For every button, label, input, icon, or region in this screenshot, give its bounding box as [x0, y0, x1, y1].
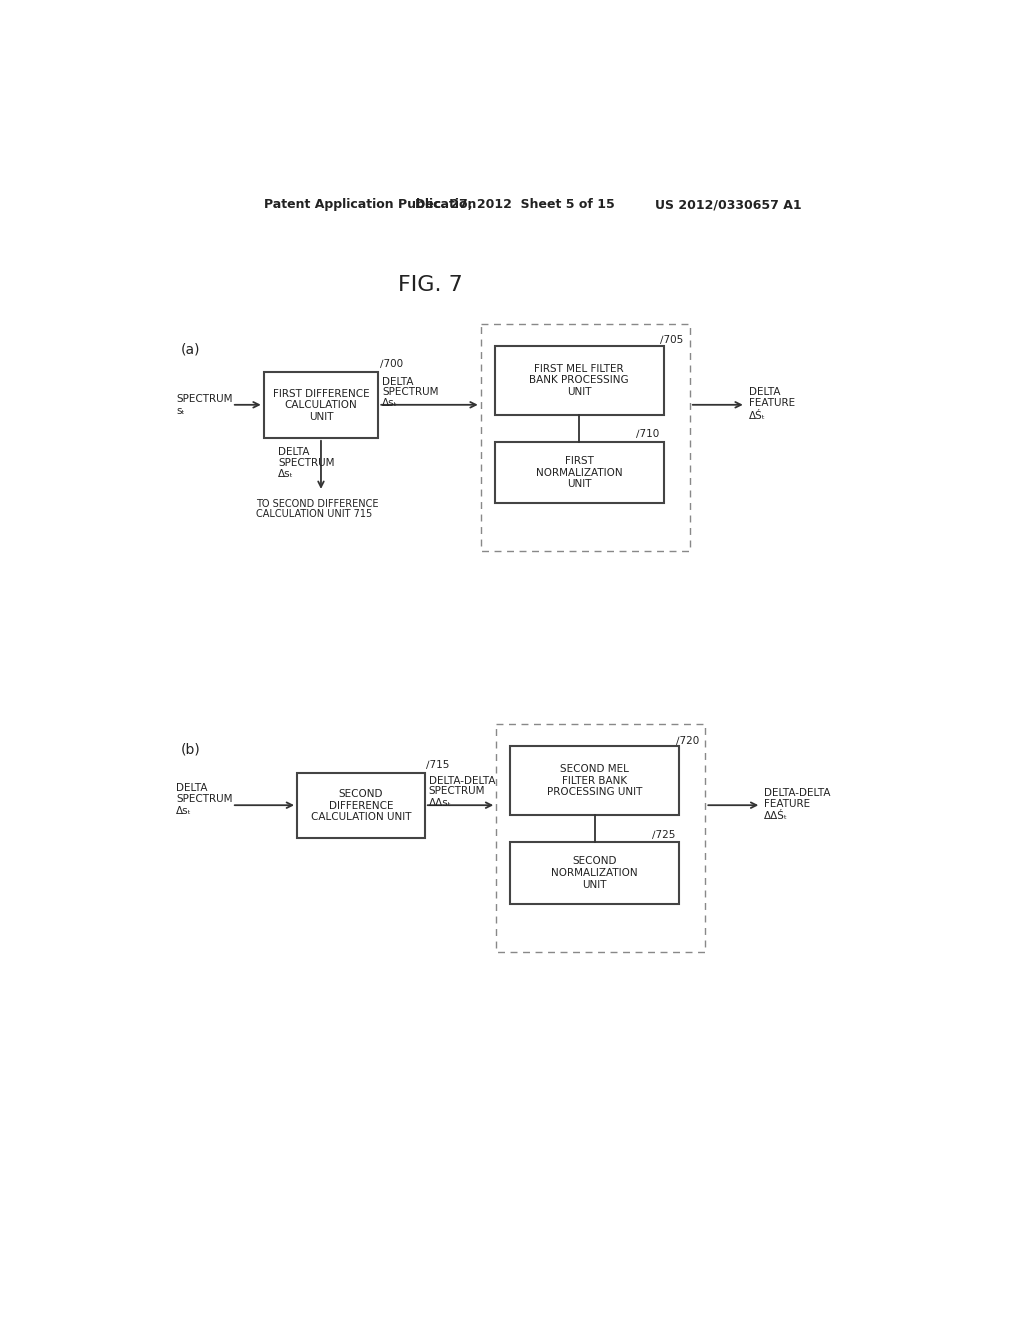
Text: ∕725: ∕725	[651, 829, 675, 838]
Text: SPECTRUM: SPECTRUM	[176, 795, 232, 804]
Text: DELTA: DELTA	[749, 388, 780, 397]
Text: ΔΔŚₜ: ΔΔŚₜ	[764, 810, 788, 821]
Text: FIRST MEL FILTER
BANK PROCESSING
UNIT: FIRST MEL FILTER BANK PROCESSING UNIT	[529, 363, 629, 397]
Text: FEATURE: FEATURE	[749, 399, 795, 408]
Text: FIRST DIFFERENCE
CALCULATION
UNIT: FIRST DIFFERENCE CALCULATION UNIT	[272, 388, 370, 422]
FancyBboxPatch shape	[510, 746, 679, 816]
Text: ∕720: ∕720	[676, 735, 699, 744]
Text: (a): (a)	[180, 342, 201, 356]
Text: FEATURE: FEATURE	[764, 799, 810, 809]
Text: TO SECOND DIFFERENCE: TO SECOND DIFFERENCE	[256, 499, 379, 510]
Text: DELTA-DELTA: DELTA-DELTA	[429, 776, 496, 785]
Text: SECOND
DIFFERENCE
CALCULATION UNIT: SECOND DIFFERENCE CALCULATION UNIT	[310, 789, 412, 822]
Text: Dec. 27, 2012  Sheet 5 of 15: Dec. 27, 2012 Sheet 5 of 15	[415, 198, 614, 211]
FancyBboxPatch shape	[495, 346, 664, 414]
Text: Patent Application Publication: Patent Application Publication	[263, 198, 476, 211]
Text: FIG. 7: FIG. 7	[398, 276, 463, 296]
Text: FIRST
NORMALIZATION
UNIT: FIRST NORMALIZATION UNIT	[536, 455, 623, 490]
Text: Δsₜ: Δsₜ	[176, 807, 191, 816]
Text: SECOND
NORMALIZATION
UNIT: SECOND NORMALIZATION UNIT	[551, 857, 638, 890]
Text: SECOND MEL
FILTER BANK
PROCESSING UNIT: SECOND MEL FILTER BANK PROCESSING UNIT	[547, 764, 642, 797]
FancyBboxPatch shape	[297, 774, 425, 838]
Text: ∕705: ∕705	[660, 334, 684, 345]
Bar	[496, 725, 706, 952]
Text: CALCULATION UNIT 715: CALCULATION UNIT 715	[256, 510, 372, 519]
Text: SPECTRUM: SPECTRUM	[279, 458, 335, 467]
Text: DELTA: DELTA	[382, 376, 414, 387]
Bar	[480, 323, 690, 552]
Text: Δsₜ: Δsₜ	[279, 469, 294, 479]
Text: sₜ: sₜ	[176, 407, 184, 416]
Text: ΔΔsₜ: ΔΔsₜ	[429, 797, 452, 808]
Text: SPECTRUM: SPECTRUM	[382, 388, 438, 397]
Text: SPECTRUM: SPECTRUM	[429, 787, 485, 796]
Text: DELTA: DELTA	[176, 783, 208, 793]
FancyBboxPatch shape	[263, 372, 378, 438]
Text: DELTA: DELTA	[279, 446, 310, 457]
Text: SPECTRUM: SPECTRUM	[176, 393, 232, 404]
Text: ΔŚₜ: ΔŚₜ	[749, 411, 766, 421]
FancyBboxPatch shape	[510, 842, 679, 904]
Text: Δsₜ: Δsₜ	[382, 399, 398, 408]
Text: DELTA-DELTA: DELTA-DELTA	[764, 788, 830, 797]
Text: (b): (b)	[180, 743, 201, 756]
Text: US 2012/0330657 A1: US 2012/0330657 A1	[655, 198, 802, 211]
Text: ∕715: ∕715	[426, 759, 450, 768]
Text: ∕700: ∕700	[380, 358, 403, 368]
FancyBboxPatch shape	[495, 442, 664, 503]
Text: ∕710: ∕710	[636, 428, 659, 438]
